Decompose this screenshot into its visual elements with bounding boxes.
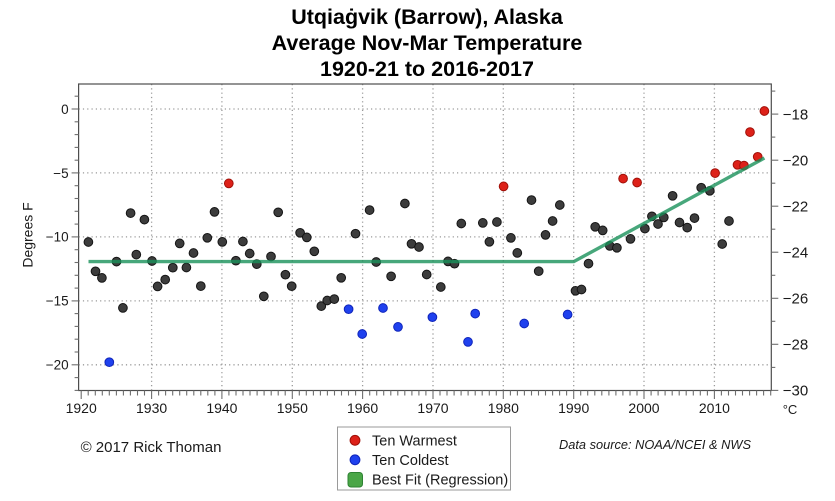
svg-text:© 2017 Rick Thoman: © 2017 Rick Thoman [81, 439, 222, 456]
svg-text:0: 0 [61, 102, 69, 117]
svg-text:Data source: NOAA/NCEI & NWS: Data source: NOAA/NCEI & NWS [559, 437, 751, 452]
svg-text:2000: 2000 [628, 400, 659, 416]
svg-text:1930: 1930 [136, 400, 167, 416]
svg-text:Average Nov-Mar Temperature: Average Nov-Mar Temperature [272, 31, 583, 55]
svg-text:1980: 1980 [488, 400, 519, 416]
svg-text:−22: −22 [783, 199, 808, 216]
svg-text:1920: 1920 [66, 400, 97, 416]
svg-text:−18: −18 [783, 106, 808, 123]
svg-text:2010: 2010 [699, 400, 730, 416]
svg-text:Ten Coldest: Ten Coldest [372, 453, 449, 469]
svg-text:Utqiaġvik (Barrow), Alaska: Utqiaġvik (Barrow), Alaska [291, 5, 564, 29]
svg-text:1960: 1960 [347, 400, 378, 416]
svg-text:°C: °C [783, 402, 798, 417]
svg-text:1950: 1950 [277, 400, 308, 416]
svg-text:1970: 1970 [417, 400, 448, 416]
svg-text:−24: −24 [783, 245, 808, 262]
svg-text:1990: 1990 [558, 400, 589, 416]
svg-text:−20: −20 [783, 153, 808, 170]
svg-text:−28: −28 [783, 337, 808, 354]
svg-text:−15: −15 [46, 294, 69, 309]
svg-text:−26: −26 [783, 291, 808, 308]
svg-text:Degrees F: Degrees F [20, 202, 36, 267]
svg-text:−5: −5 [53, 166, 68, 181]
svg-text:1920-21 to 2016-2017: 1920-21 to 2016-2017 [320, 57, 534, 81]
svg-text:Ten Warmest: Ten Warmest [372, 433, 457, 449]
svg-text:−10: −10 [46, 230, 69, 245]
svg-text:1940: 1940 [206, 400, 237, 416]
svg-text:−30: −30 [783, 383, 808, 400]
svg-text:Best Fit (Regression): Best Fit (Regression) [372, 473, 508, 489]
svg-text:−20: −20 [46, 358, 69, 373]
